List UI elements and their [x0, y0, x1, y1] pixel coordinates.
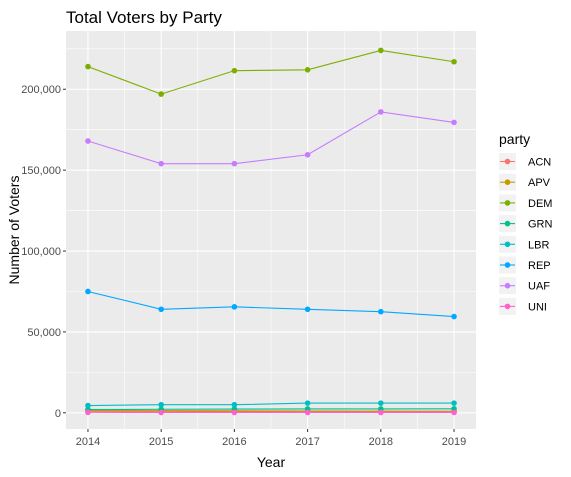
data-point-uaf — [85, 138, 91, 144]
data-point-uni — [231, 409, 238, 416]
y-axis-ticks: 0 50,000 100,000 150,000 200,000 — [21, 84, 66, 420]
x-tick-label: 2015 — [149, 436, 173, 448]
data-point-lbr — [378, 400, 384, 406]
data-point-dem — [304, 67, 311, 73]
x-tick-label: 2017 — [295, 436, 319, 448]
data-point-uaf — [451, 119, 457, 126]
data-point-dem — [378, 47, 384, 54]
x-tick-label: 2018 — [369, 436, 393, 448]
series-line-lbr — [87, 402, 455, 407]
legend-key-point — [504, 158, 511, 165]
legend-key-point — [504, 262, 511, 268]
legend-label-apv: APV — [528, 177, 551, 189]
legend-key-point — [504, 179, 511, 185]
legend-label-dem: DEM — [528, 198, 552, 210]
data-point-dem — [451, 58, 457, 65]
data-point-rep — [231, 304, 238, 310]
legend: party ACN APV DEM GRN LBR REP UAF UNI — [499, 131, 553, 315]
data-point-lbr — [85, 402, 91, 409]
data-point-lbr — [231, 401, 238, 408]
x-tick-label: 2016 — [222, 436, 246, 448]
legend-key-point — [504, 241, 511, 248]
data-point-uaf — [231, 160, 238, 167]
minor-gridlines — [66, 31, 476, 429]
series-line-apv — [87, 410, 455, 413]
legend-label-grn: GRN — [528, 219, 553, 231]
chart-title: Total Voters by Party — [66, 8, 222, 27]
series-line-acn — [87, 409, 455, 412]
data-point-uaf — [158, 160, 164, 167]
data-point-uni — [304, 409, 311, 416]
legend-key-point — [504, 282, 511, 289]
legend-item-uni: UNI — [499, 297, 547, 315]
data-point-uaf — [304, 151, 311, 158]
data-point-uaf — [378, 109, 384, 115]
data-point-dem — [85, 63, 91, 70]
data-point-dem — [231, 67, 238, 74]
series-line-dem — [87, 49, 455, 95]
x-tick-label: 2019 — [442, 436, 466, 448]
legend-key-point — [504, 220, 511, 227]
legend-item-grn: GRN — [499, 215, 553, 233]
legend-title: party — [499, 131, 530, 147]
data-point-rep — [378, 308, 384, 315]
legend-item-uaf: UAF — [499, 277, 550, 295]
legend-label-acn: ACN — [528, 157, 551, 169]
y-axis-title: Number of Voters — [6, 176, 22, 285]
data-point-rep — [451, 313, 457, 320]
legend-key-point — [504, 200, 511, 206]
y-tick-label: 100,000 — [21, 246, 61, 258]
data-point-rep — [158, 306, 164, 313]
x-tick-label: 2014 — [76, 436, 100, 448]
series-line-grn — [87, 408, 455, 411]
y-tick-label: 50,000 — [27, 327, 61, 339]
series-line-uaf — [87, 111, 455, 165]
x-axis-ticks: 2014 2015 2016 2017 2018 2019 — [76, 429, 466, 448]
y-tick-label: 200,000 — [21, 84, 61, 96]
data-point-uni — [85, 409, 91, 416]
legend-label-lbr: LBR — [528, 239, 549, 251]
legend-item-dem: DEM — [499, 194, 552, 212]
data-point-rep — [304, 306, 311, 313]
legend-items: ACN APV DEM GRN LBR REP UAF UNI — [499, 153, 553, 315]
data-point-lbr — [304, 400, 311, 406]
legend-label-uaf: UAF — [528, 281, 550, 293]
legend-item-lbr: LBR — [499, 235, 549, 253]
data-point-lbr — [158, 401, 164, 408]
data-point-uni — [158, 409, 164, 416]
data-point-uni — [451, 409, 457, 416]
data-point-rep — [85, 288, 91, 295]
y-tick-label: 0 — [55, 408, 61, 420]
data-point-lbr — [451, 400, 457, 406]
y-tick-label: 150,000 — [21, 165, 61, 177]
legend-label-rep: REP — [528, 260, 551, 272]
series-line-rep — [87, 290, 455, 318]
data-point-dem — [158, 91, 164, 97]
x-axis-title: Year — [257, 454, 286, 470]
legend-label-uni: UNI — [528, 301, 547, 313]
legend-item-apv: APV — [499, 173, 551, 191]
legend-key-point — [504, 303, 511, 310]
series-layer — [85, 47, 457, 416]
data-point-uni — [378, 409, 384, 416]
legend-item-acn: ACN — [499, 153, 551, 170]
legend-item-rep: REP — [499, 256, 551, 274]
